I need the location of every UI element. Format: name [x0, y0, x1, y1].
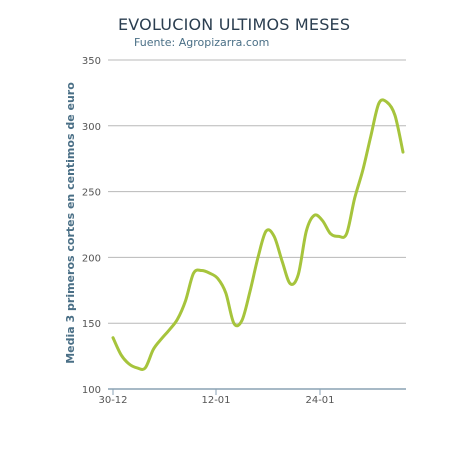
y-tick-label-200: 200: [82, 253, 101, 264]
series-line: [111, 98, 405, 371]
y-tick-label-150: 150: [82, 319, 101, 330]
axes: [108, 388, 406, 395]
y-axis-label: Media 3 primeros cortes en centimos de e…: [64, 82, 77, 364]
x-tick-label-12-01: 12-01: [201, 395, 230, 406]
y-tick-label-100: 100: [82, 385, 101, 396]
x-tick-label-24-01: 24-01: [305, 395, 334, 406]
x-tick-label-30-12: 30-12: [98, 395, 127, 406]
y-tick-label-250: 250: [82, 188, 101, 199]
gridlines: [108, 59, 406, 324]
y-tick-label-300: 300: [82, 122, 101, 133]
chart-subtitle: Fuente: Agropizarra.com: [134, 36, 270, 49]
y-tick-label-350: 350: [82, 56, 101, 67]
tick-labels: 100 150 200 250 300 350 30-12 12-01 24-01: [82, 56, 335, 406]
series: [111, 98, 405, 371]
chart-title: EVOLUCION ULTIMOS MESES: [118, 15, 351, 34]
